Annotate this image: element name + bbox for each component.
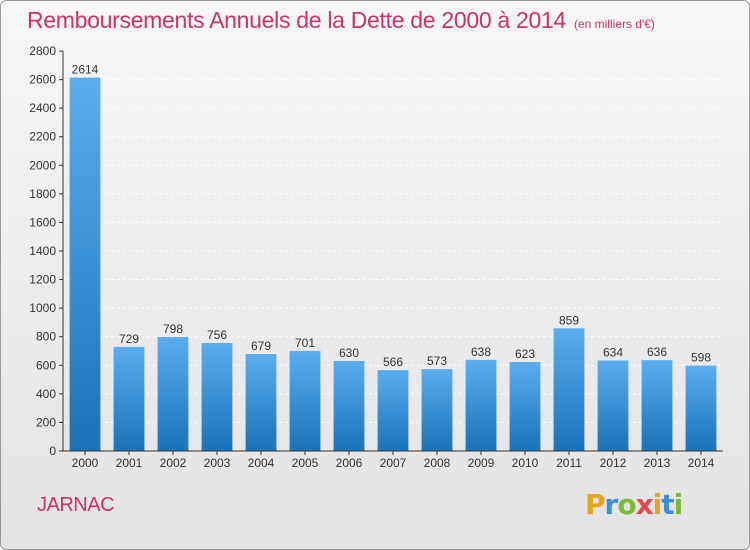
- bar-2005: [289, 350, 321, 451]
- y-tick-label: 200: [36, 415, 56, 429]
- bar-2009: [465, 359, 497, 451]
- x-tick-label: 2006: [336, 456, 363, 470]
- x-tick-label: 2008: [424, 456, 451, 470]
- bar-2010: [509, 362, 541, 451]
- bars: [69, 77, 717, 452]
- title-unit: (en milliers d'€): [573, 17, 655, 31]
- x-tick-label: 2001: [116, 456, 143, 470]
- bar-2011: [553, 328, 585, 451]
- bar-2001: [113, 346, 145, 451]
- data-label: 859: [559, 313, 579, 327]
- bar-2002: [157, 337, 189, 451]
- x-tick-label: 2013: [644, 456, 671, 470]
- logo-letter: i: [652, 488, 663, 521]
- data-label: 634: [603, 345, 623, 359]
- bar-2013: [641, 360, 673, 451]
- y-tick-label: 2200: [29, 130, 56, 144]
- y-tick-label: 2600: [29, 73, 56, 87]
- data-label: 598: [691, 351, 711, 365]
- x-tick-label: 2003: [204, 456, 231, 470]
- labels: 0 200 400 600 800 1000 1200 1400 1600 1800 2000 220…: [29, 44, 714, 470]
- y-tick-label: 1400: [29, 244, 56, 258]
- bar-2008: [421, 369, 453, 451]
- x-tick-label: 2000: [72, 456, 99, 470]
- bar-2014: [685, 365, 717, 451]
- y-tick-label: 1800: [29, 187, 56, 201]
- data-label: 638: [471, 345, 491, 359]
- logo-letter: r: [604, 488, 619, 521]
- data-label: 798: [163, 322, 183, 336]
- y-tick-label: 1000: [29, 301, 56, 315]
- data-label: 729: [119, 332, 139, 346]
- data-label: 636: [647, 345, 667, 359]
- logo-letter: i: [673, 488, 684, 521]
- chart-title: Remboursements Annuels de la Dette de 20…: [27, 7, 655, 34]
- y-tick-label: 2000: [29, 158, 56, 172]
- data-label: 679: [251, 339, 271, 353]
- y-tick-label: 2800: [29, 44, 56, 58]
- data-label: 2614: [72, 63, 99, 77]
- x-tick-label: 2002: [160, 456, 187, 470]
- title-text: Remboursements Annuels de la Dette de 20…: [27, 7, 566, 33]
- axes: [59, 50, 723, 455]
- bar-2004: [245, 354, 277, 451]
- city-name: JARNAC: [37, 494, 115, 516]
- proxiti-logo[interactable]: Proxiti: [585, 488, 684, 521]
- y-tick-label: 800: [36, 330, 56, 344]
- logo-letter: t: [661, 488, 674, 521]
- data-label: 701: [295, 336, 315, 350]
- data-label: 623: [515, 347, 535, 361]
- x-tick-label: 2005: [292, 456, 319, 470]
- x-tick-label: 2011: [556, 456, 582, 470]
- y-tick-label: 2400: [29, 101, 56, 115]
- y-tick-label: 400: [36, 387, 56, 401]
- data-label: 566: [383, 355, 403, 369]
- logo-letter: o: [617, 488, 636, 521]
- x-tick-label: 2010: [512, 456, 539, 470]
- bar-2003: [201, 343, 233, 451]
- y-tick-label: 600: [36, 358, 56, 372]
- data-label: 573: [427, 354, 447, 368]
- bar-2007: [377, 370, 409, 451]
- logo-letter: x: [635, 488, 654, 521]
- logo-letter: P: [585, 488, 606, 521]
- bar-2012: [597, 360, 629, 451]
- x-tick-label: 2014: [688, 456, 715, 470]
- y-tick-label: 0: [49, 444, 56, 458]
- bar-2000: [69, 77, 101, 452]
- y-tick-label: 1600: [29, 215, 56, 229]
- x-tick-label: 2004: [248, 456, 275, 470]
- x-tick-label: 2012: [600, 456, 627, 470]
- y-tick-label: 1200: [29, 273, 56, 287]
- x-tick-label: 2009: [468, 456, 495, 470]
- x-tick-label: 2007: [380, 456, 407, 470]
- data-label: 630: [339, 346, 359, 360]
- data-label: 756: [207, 328, 227, 342]
- bar-2006: [333, 361, 365, 451]
